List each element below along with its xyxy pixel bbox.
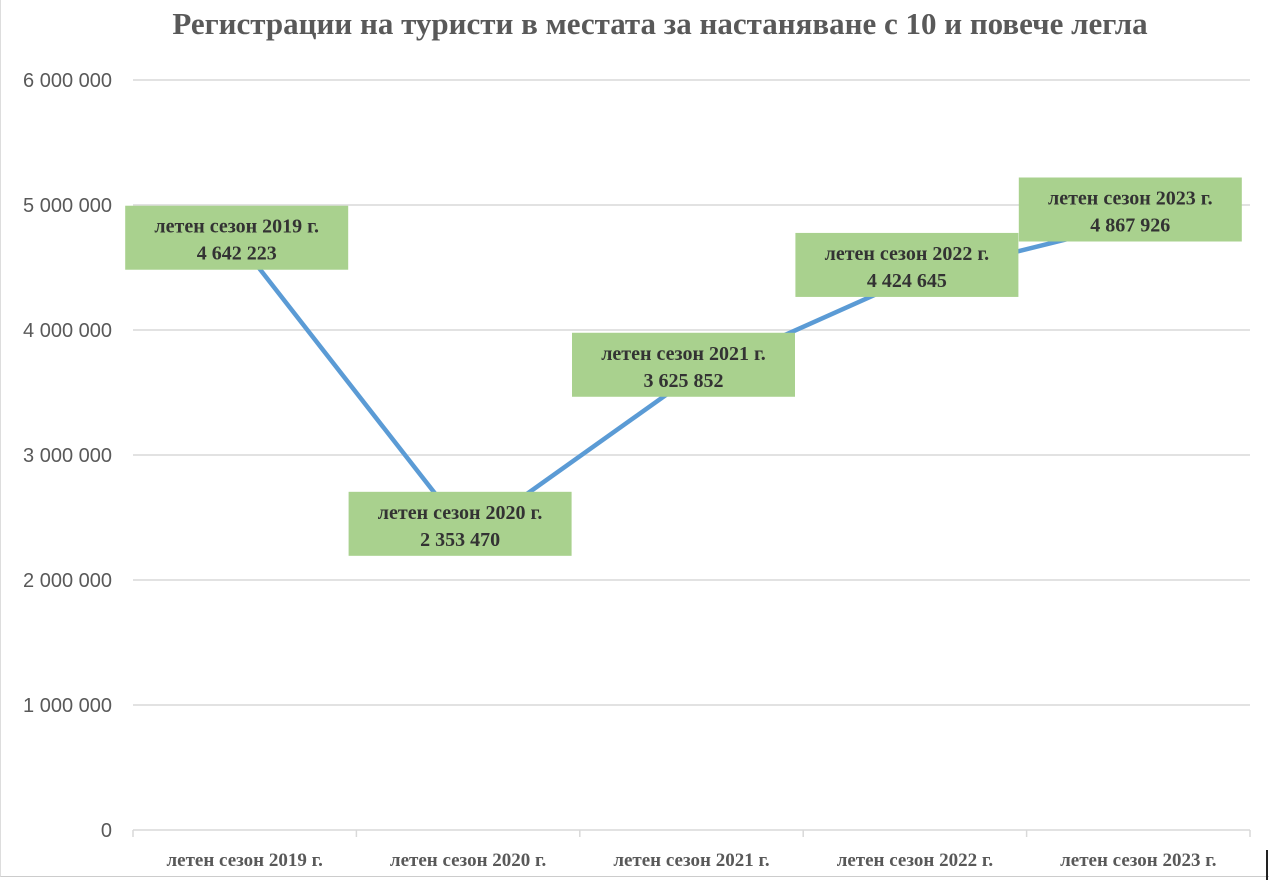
- y-tick-label: 4 000 000: [23, 320, 112, 342]
- data-label-value: 4 424 645: [867, 270, 947, 292]
- data-label-box: [795, 232, 1019, 297]
- y-tick-label: 5 000 000: [23, 195, 112, 217]
- data-label-category: летен сезон 2020 г.: [378, 502, 543, 524]
- x-tick-label: летен сезон 2022 г.: [837, 850, 993, 871]
- data-label-box: [1018, 177, 1242, 242]
- data-label-category: летен сезон 2021 г.: [601, 343, 766, 365]
- border-mark: [1266, 850, 1268, 880]
- data-label-category: летен сезон 2022 г.: [825, 243, 990, 265]
- x-tick-label: летен сезон 2023 г.: [1060, 850, 1216, 871]
- data-label-value: 4 867 926: [1090, 215, 1170, 237]
- data-label-category: летен сезон 2023 г.: [1048, 188, 1213, 210]
- y-tick-label: 0: [101, 820, 112, 842]
- data-label-value: 3 625 852: [644, 370, 724, 392]
- x-tick-label: летен сезон 2019 г.: [167, 850, 323, 871]
- x-tick-label: летен сезон 2021 г.: [613, 850, 769, 871]
- data-label-category: летен сезон 2019 г.: [154, 216, 319, 238]
- data-label-box: [572, 332, 795, 397]
- x-tick-label: летен сезон 2020 г.: [390, 850, 546, 871]
- chart-title: Регистрации на туристи в местата за наст…: [172, 6, 1148, 41]
- data-label-box: [125, 205, 349, 270]
- data-label-value: 4 642 223: [197, 243, 277, 265]
- y-tick-label: 6 000 000: [23, 70, 112, 92]
- data-label-value: 2 353 470: [420, 529, 500, 551]
- data-label-box: [348, 491, 572, 556]
- y-tick-label: 3 000 000: [23, 445, 112, 467]
- y-tick-label: 1 000 000: [23, 695, 112, 717]
- y-tick-label: 2 000 000: [23, 570, 112, 592]
